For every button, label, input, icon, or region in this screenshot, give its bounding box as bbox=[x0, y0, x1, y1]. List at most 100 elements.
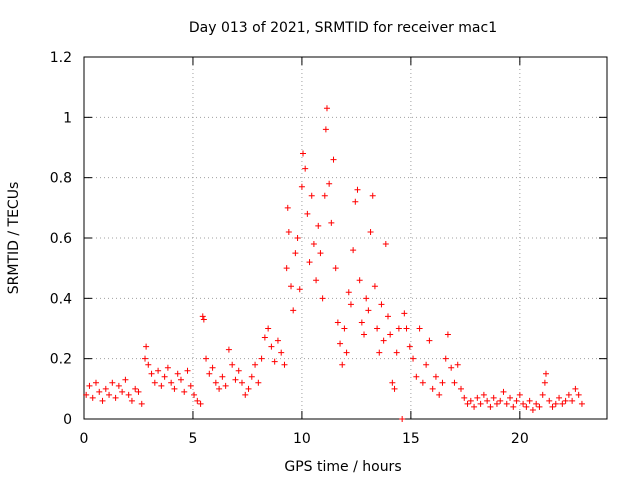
data-point bbox=[132, 385, 139, 392]
data-point bbox=[288, 283, 295, 290]
data-point bbox=[436, 391, 443, 398]
y-tick-label: 1 bbox=[63, 110, 72, 126]
data-point bbox=[313, 277, 320, 284]
y-tick-label: 0.8 bbox=[50, 171, 72, 187]
data-point bbox=[401, 310, 408, 317]
data-point bbox=[122, 376, 129, 383]
data-point bbox=[432, 373, 439, 380]
data-point bbox=[520, 400, 527, 407]
data-point bbox=[354, 186, 361, 193]
data-point bbox=[191, 391, 198, 398]
data-point bbox=[552, 400, 559, 407]
data-point bbox=[413, 373, 420, 380]
data-point bbox=[497, 397, 504, 404]
data-point bbox=[365, 307, 372, 314]
data-point bbox=[490, 394, 497, 401]
data-point bbox=[503, 400, 510, 407]
data-point bbox=[484, 397, 491, 404]
data-point bbox=[533, 400, 540, 407]
data-point bbox=[454, 361, 461, 368]
y-axis-title: SRMTID / TECUs bbox=[6, 182, 22, 295]
data-point bbox=[328, 219, 335, 226]
data-point bbox=[248, 373, 255, 380]
data-point bbox=[536, 403, 543, 410]
data-point bbox=[334, 319, 341, 326]
data-point bbox=[442, 355, 449, 362]
data-point bbox=[323, 105, 330, 112]
data-point bbox=[109, 379, 116, 386]
data-point bbox=[252, 361, 259, 368]
data-point bbox=[274, 337, 281, 344]
data-point bbox=[384, 313, 391, 320]
y-tick-label: 1.2 bbox=[50, 50, 72, 66]
data-point bbox=[507, 394, 514, 401]
data-point bbox=[209, 364, 216, 371]
data-point bbox=[569, 397, 576, 404]
data-point bbox=[345, 289, 352, 296]
data-point bbox=[549, 403, 556, 410]
data-point bbox=[158, 382, 165, 389]
data-point bbox=[148, 370, 155, 377]
data-point bbox=[138, 400, 145, 407]
data-point bbox=[145, 361, 152, 368]
data-point bbox=[155, 367, 162, 374]
data-point bbox=[352, 198, 359, 205]
data-point bbox=[184, 367, 191, 374]
tick-layer: 0 0.2 0.4 0.6 0.8 1 1.2 0 5 10 15 20 bbox=[50, 50, 607, 447]
data-point bbox=[278, 349, 285, 356]
data-point bbox=[115, 382, 122, 389]
data-point bbox=[387, 331, 394, 338]
data-point bbox=[391, 385, 398, 392]
data-point bbox=[181, 388, 188, 395]
data-point bbox=[367, 228, 374, 235]
data-point bbox=[319, 295, 326, 302]
data-point bbox=[242, 391, 249, 398]
data-point bbox=[135, 388, 142, 395]
data-point bbox=[197, 400, 204, 407]
data-point bbox=[142, 355, 149, 362]
data-point bbox=[439, 379, 446, 386]
data-point bbox=[562, 397, 569, 404]
data-point bbox=[300, 150, 307, 157]
data-point bbox=[119, 388, 126, 395]
data-point bbox=[337, 340, 344, 347]
data-point bbox=[444, 331, 451, 338]
data-point bbox=[96, 388, 103, 395]
data-point bbox=[419, 379, 426, 386]
data-point bbox=[556, 394, 563, 401]
data-point bbox=[164, 364, 171, 371]
data-point bbox=[399, 416, 406, 422]
data-point bbox=[361, 331, 368, 338]
data-point bbox=[403, 325, 410, 332]
data-point bbox=[526, 397, 533, 404]
data-point bbox=[232, 376, 239, 383]
data-point bbox=[106, 391, 113, 398]
data-point bbox=[206, 370, 213, 377]
data-point bbox=[296, 286, 303, 293]
data-point bbox=[343, 349, 350, 356]
y-tick-label: 0.2 bbox=[50, 352, 72, 368]
data-point bbox=[143, 343, 150, 350]
data-point bbox=[125, 391, 132, 398]
y-tick-label: 0.4 bbox=[50, 291, 72, 307]
data-point bbox=[285, 228, 292, 235]
data-point bbox=[474, 394, 481, 401]
data-point bbox=[235, 367, 242, 374]
data-point bbox=[194, 397, 201, 404]
data-point bbox=[541, 379, 548, 386]
data-point bbox=[216, 385, 223, 392]
data-point bbox=[493, 400, 500, 407]
data-point bbox=[378, 301, 385, 308]
x-tick-label: 10 bbox=[293, 431, 311, 447]
data-point bbox=[222, 382, 229, 389]
data-point bbox=[382, 241, 389, 248]
data-point bbox=[516, 391, 523, 398]
data-point bbox=[448, 364, 455, 371]
data-point bbox=[292, 250, 299, 257]
data-point bbox=[461, 394, 468, 401]
data-point bbox=[308, 192, 315, 199]
data-point bbox=[187, 382, 194, 389]
data-point bbox=[389, 379, 396, 386]
data-point bbox=[265, 325, 272, 332]
data-point bbox=[510, 403, 517, 410]
